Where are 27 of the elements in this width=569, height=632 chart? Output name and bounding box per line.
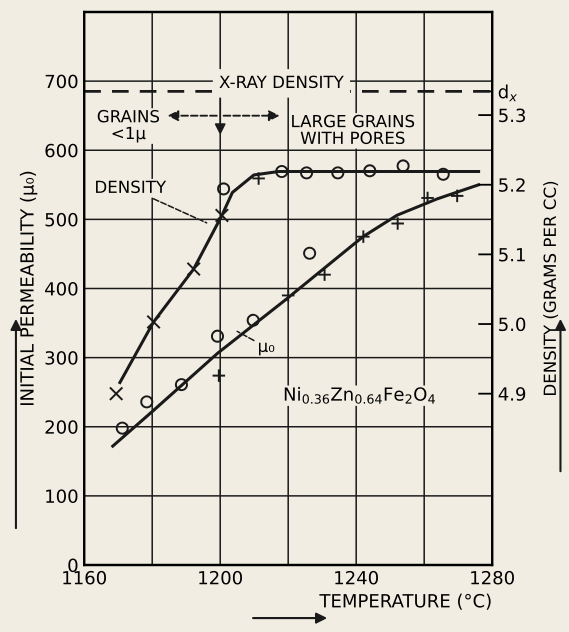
y2-tick-label: d$_{x}$: [498, 84, 517, 102]
annotation: GRAINS <1μ: [98, 110, 160, 143]
x-tick-label: 1160: [63, 570, 106, 585]
y2-tick-label: 5.1: [499, 248, 525, 262]
y-tick-label: 700: [46, 74, 78, 88]
y-tick-label: 600: [45, 144, 78, 158]
y-axis-title: INITIAL PERMEABILITY (μ₀): [20, 172, 38, 406]
x-tick-label: 1280: [471, 570, 514, 585]
ref-line-label: X-RAY DENSITY: [220, 76, 344, 88]
annotation: μ₀: [259, 342, 274, 356]
y-tick-label: 300: [46, 351, 78, 365]
annotation: Ni$_{0.36}$Zn$_{0.64}$Fe$_{2}$O$_{4}$: [284, 386, 435, 404]
y2-tick-label: 5.2: [499, 178, 525, 192]
annotation: DENSITY: [96, 180, 166, 194]
y-tick-label: 0: [68, 558, 78, 572]
y-tick-label: 500: [46, 212, 78, 226]
y2-tick-label: 5.0: [499, 317, 526, 332]
y-tick-label: 400: [45, 282, 78, 296]
y2-axis-title: DENSITY (GRAMS PER CC): [543, 182, 558, 395]
y2-tick-label: 5.3: [499, 108, 526, 122]
y2-tick-label: 4.9: [498, 387, 526, 401]
y-tick-label: 100: [46, 489, 78, 503]
annotation: LARGE GRAINS WITH PORES: [292, 114, 414, 144]
x-tick-label: 1200: [199, 570, 242, 585]
x-tick-label: 1240: [335, 570, 378, 585]
y-tick-label: 200: [46, 420, 78, 434]
x-axis-title: TEMPERATURE (°C): [319, 594, 491, 610]
